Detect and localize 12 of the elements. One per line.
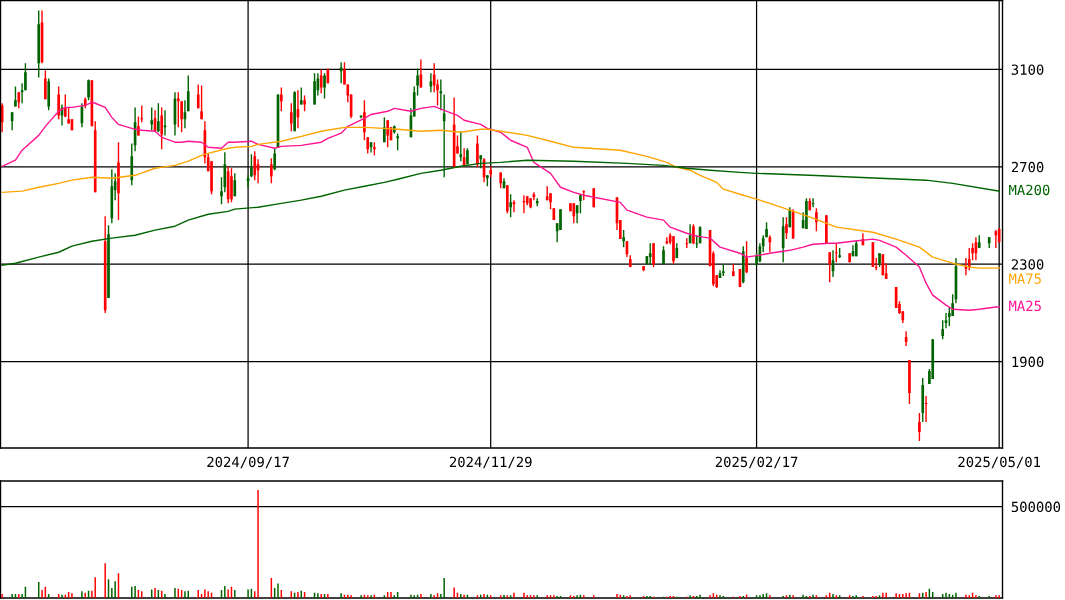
x-tick-label: 2025/02/17 <box>715 456 798 469</box>
x-tick-label: 2024/09/17 <box>207 456 289 469</box>
y-tick-label: 1900 <box>1012 356 1044 368</box>
y-tick-label: 500000 <box>1011 501 1061 513</box>
y-tick-label: 2300 <box>1011 259 1044 270</box>
x-tick-label: 2025/05/01 <box>958 456 1041 469</box>
y-tick-label: 3100 <box>1011 64 1044 75</box>
series-label: MA200 <box>1009 184 1050 196</box>
series-label: MA75 <box>1009 273 1041 284</box>
x-tick-label: 2024/11/29 <box>449 456 532 469</box>
y-tick-label: 2700 <box>1011 161 1044 173</box>
series-label: MA25 <box>1009 300 1041 312</box>
